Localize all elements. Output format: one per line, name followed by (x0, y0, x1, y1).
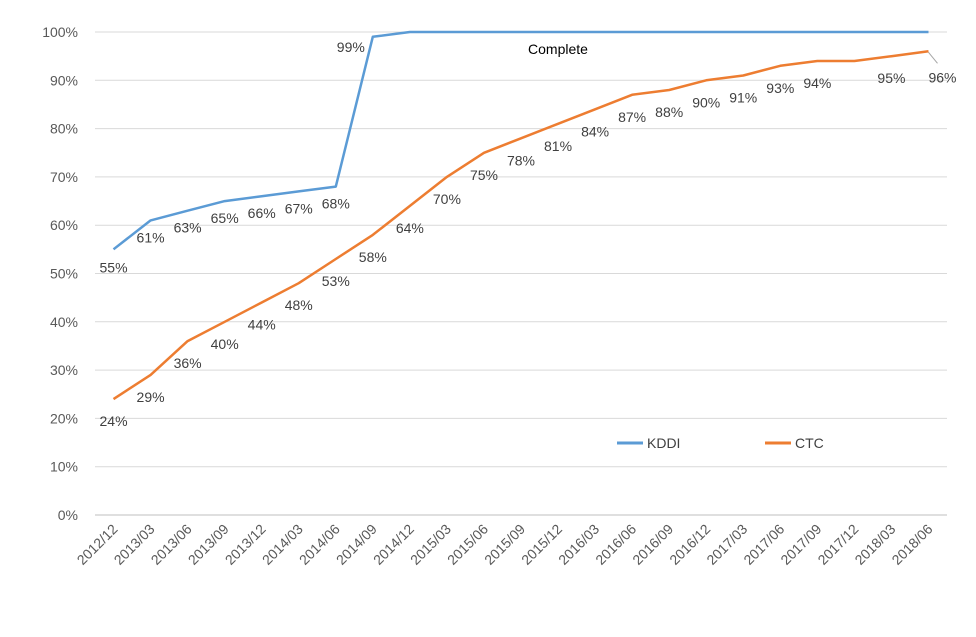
y-tick-label: 40% (50, 314, 78, 330)
data-label-ctc: 29% (137, 389, 165, 405)
data-label-ctc: 78% (507, 152, 535, 168)
data-label-ctc: 96% (928, 69, 956, 85)
data-label-ctc: 94% (803, 75, 831, 91)
data-label-ctc: 75% (470, 167, 498, 183)
x-tick-label: 2018/06 (888, 521, 935, 568)
y-tick-label: 80% (50, 121, 78, 137)
data-label-kddi: 61% (137, 229, 165, 245)
data-label-ctc: 70% (433, 191, 461, 207)
data-label-kddi: 55% (100, 259, 128, 275)
data-label-ctc: 44% (248, 316, 276, 332)
x-axis-tick-labels: 2012/122013/032013/062013/092013/122014/… (74, 521, 936, 568)
series-lines (112, 30, 929, 401)
data-label-ctc: 53% (322, 273, 350, 289)
data-label-kddi: 68% (322, 196, 350, 212)
data-label-kddi: 63% (174, 220, 202, 236)
legend: KDDI CTC (617, 435, 824, 451)
legend-label-kddi: KDDI (647, 435, 680, 451)
data-label-kddi: 66% (248, 205, 276, 221)
data-label-ctc: 48% (285, 297, 313, 313)
annotation-complete: Complete (528, 41, 588, 57)
data-label-ctc: 64% (396, 220, 424, 236)
label-leader-line (928, 52, 938, 64)
data-label-ctc: 95% (877, 70, 905, 86)
data-label-kddi: 99% (337, 39, 365, 55)
annotations: Complete (528, 41, 588, 57)
data-label-ctc: 93% (766, 80, 794, 96)
y-axis-tick-labels: 0% 10% 20% 30% 40% 50% 60% 70% 80% 90% 100% (42, 24, 78, 523)
data-label-ctc: 58% (359, 249, 387, 265)
legend-label-ctc: CTC (795, 435, 824, 451)
data-label-ctc: 40% (211, 336, 239, 352)
data-label-kddi: 67% (285, 200, 313, 216)
data-label-ctc: 36% (174, 355, 202, 371)
data-label-ctc: 84% (581, 123, 609, 139)
series-line-kddi (112, 30, 929, 251)
y-tick-label: 50% (50, 266, 78, 282)
series-line-ctc (112, 50, 929, 401)
y-tick-label: 90% (50, 72, 78, 88)
data-label-ctc: 24% (100, 413, 128, 429)
gridlines (95, 31, 947, 516)
y-tick-label: 100% (42, 24, 78, 40)
y-tick-label: 0% (58, 507, 78, 523)
data-labels: 55% 61% 63% 65% 66% 67% 68% 99% 24% 29% 36% 40% 44% 4… (100, 39, 957, 429)
y-tick-label: 60% (50, 217, 78, 233)
data-label-ctc: 91% (729, 89, 757, 105)
data-label-ctc: 81% (544, 138, 572, 154)
data-label-kddi: 65% (211, 210, 239, 226)
y-tick-label: 30% (50, 362, 78, 378)
y-tick-label: 20% (50, 410, 78, 426)
y-tick-label: 70% (50, 169, 78, 185)
data-label-ctc: 90% (692, 94, 720, 110)
data-label-ctc: 87% (618, 109, 646, 125)
data-label-ctc: 88% (655, 104, 683, 120)
y-tick-label: 10% (50, 459, 78, 475)
